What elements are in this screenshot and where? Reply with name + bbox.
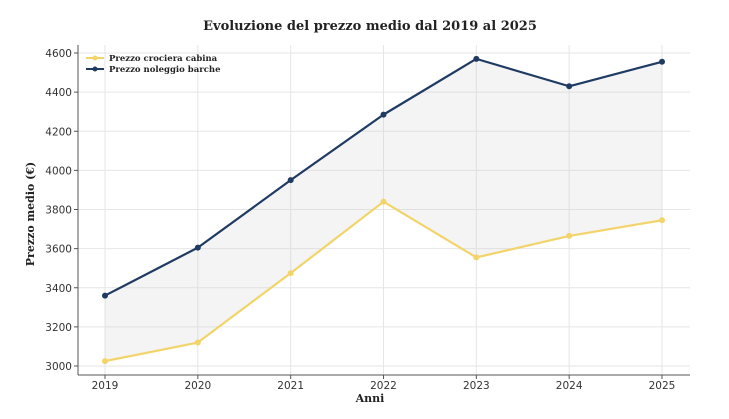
x-axis-label: Anni	[355, 392, 385, 405]
data-point-series-2	[194, 244, 201, 251]
y-tick-label: 3800	[45, 205, 72, 217]
x-tick-label: 2020	[184, 380, 211, 392]
y-tick-label: 3000	[45, 361, 72, 373]
y-tick-label: 3600	[45, 244, 72, 256]
data-point-series-1	[102, 358, 108, 365]
y-tick-label: 3200	[45, 322, 72, 334]
legend: Prezzo crociera cabina Prezzo noleggio b…	[86, 54, 221, 75]
y-tick-label: 4600	[45, 48, 72, 60]
x-tick-label: 2024	[556, 380, 583, 392]
x-tick-labels: 2019 2020 2021 2022 2023 2024 2025	[92, 375, 676, 392]
x-tick-label: 2025	[649, 380, 676, 392]
data-point-series-1	[287, 270, 294, 277]
data-point-series-2	[380, 111, 387, 118]
data-point-series-2	[287, 177, 294, 184]
data-point-series-1	[194, 339, 201, 346]
data-point-series-1	[473, 254, 480, 261]
fill-between-area	[105, 58, 662, 362]
data-point-series-1	[659, 217, 665, 224]
y-tick-label: 4400	[45, 87, 72, 99]
y-axis-label: Prezzo medio (€)	[24, 162, 37, 266]
data-point-series-1	[566, 232, 573, 239]
y-tick-label: 3400	[45, 283, 72, 295]
y-tick-label: 4000	[45, 165, 72, 177]
data-point-series-2	[566, 83, 573, 90]
data-point-series-1	[380, 198, 387, 205]
legend-marker-series-2	[92, 66, 98, 72]
legend-label-series-1: Prezzo crociera cabina	[109, 54, 218, 64]
grid	[78, 45, 690, 375]
x-tick-label: 2021	[277, 380, 304, 392]
series-layer	[102, 55, 665, 365]
data-point-series-2	[659, 58, 665, 65]
data-point-series-2	[473, 55, 480, 62]
legend-label-series-2: Prezzo noleggio barche	[109, 65, 221, 75]
x-tick-label: 2019	[92, 380, 119, 392]
y-tick-labels: 3000 3200 3400 3600 3800 4000 4200 4400 4600	[45, 48, 78, 373]
x-tick-label: 2022	[370, 380, 397, 392]
data-point-series-2	[102, 292, 108, 299]
x-tick-label: 2023	[463, 380, 490, 392]
chart-title: Evoluzione del prezzo medio dal 2019 al …	[203, 19, 537, 34]
y-tick-label: 4200	[45, 126, 72, 138]
legend-marker-series-1	[92, 55, 98, 61]
